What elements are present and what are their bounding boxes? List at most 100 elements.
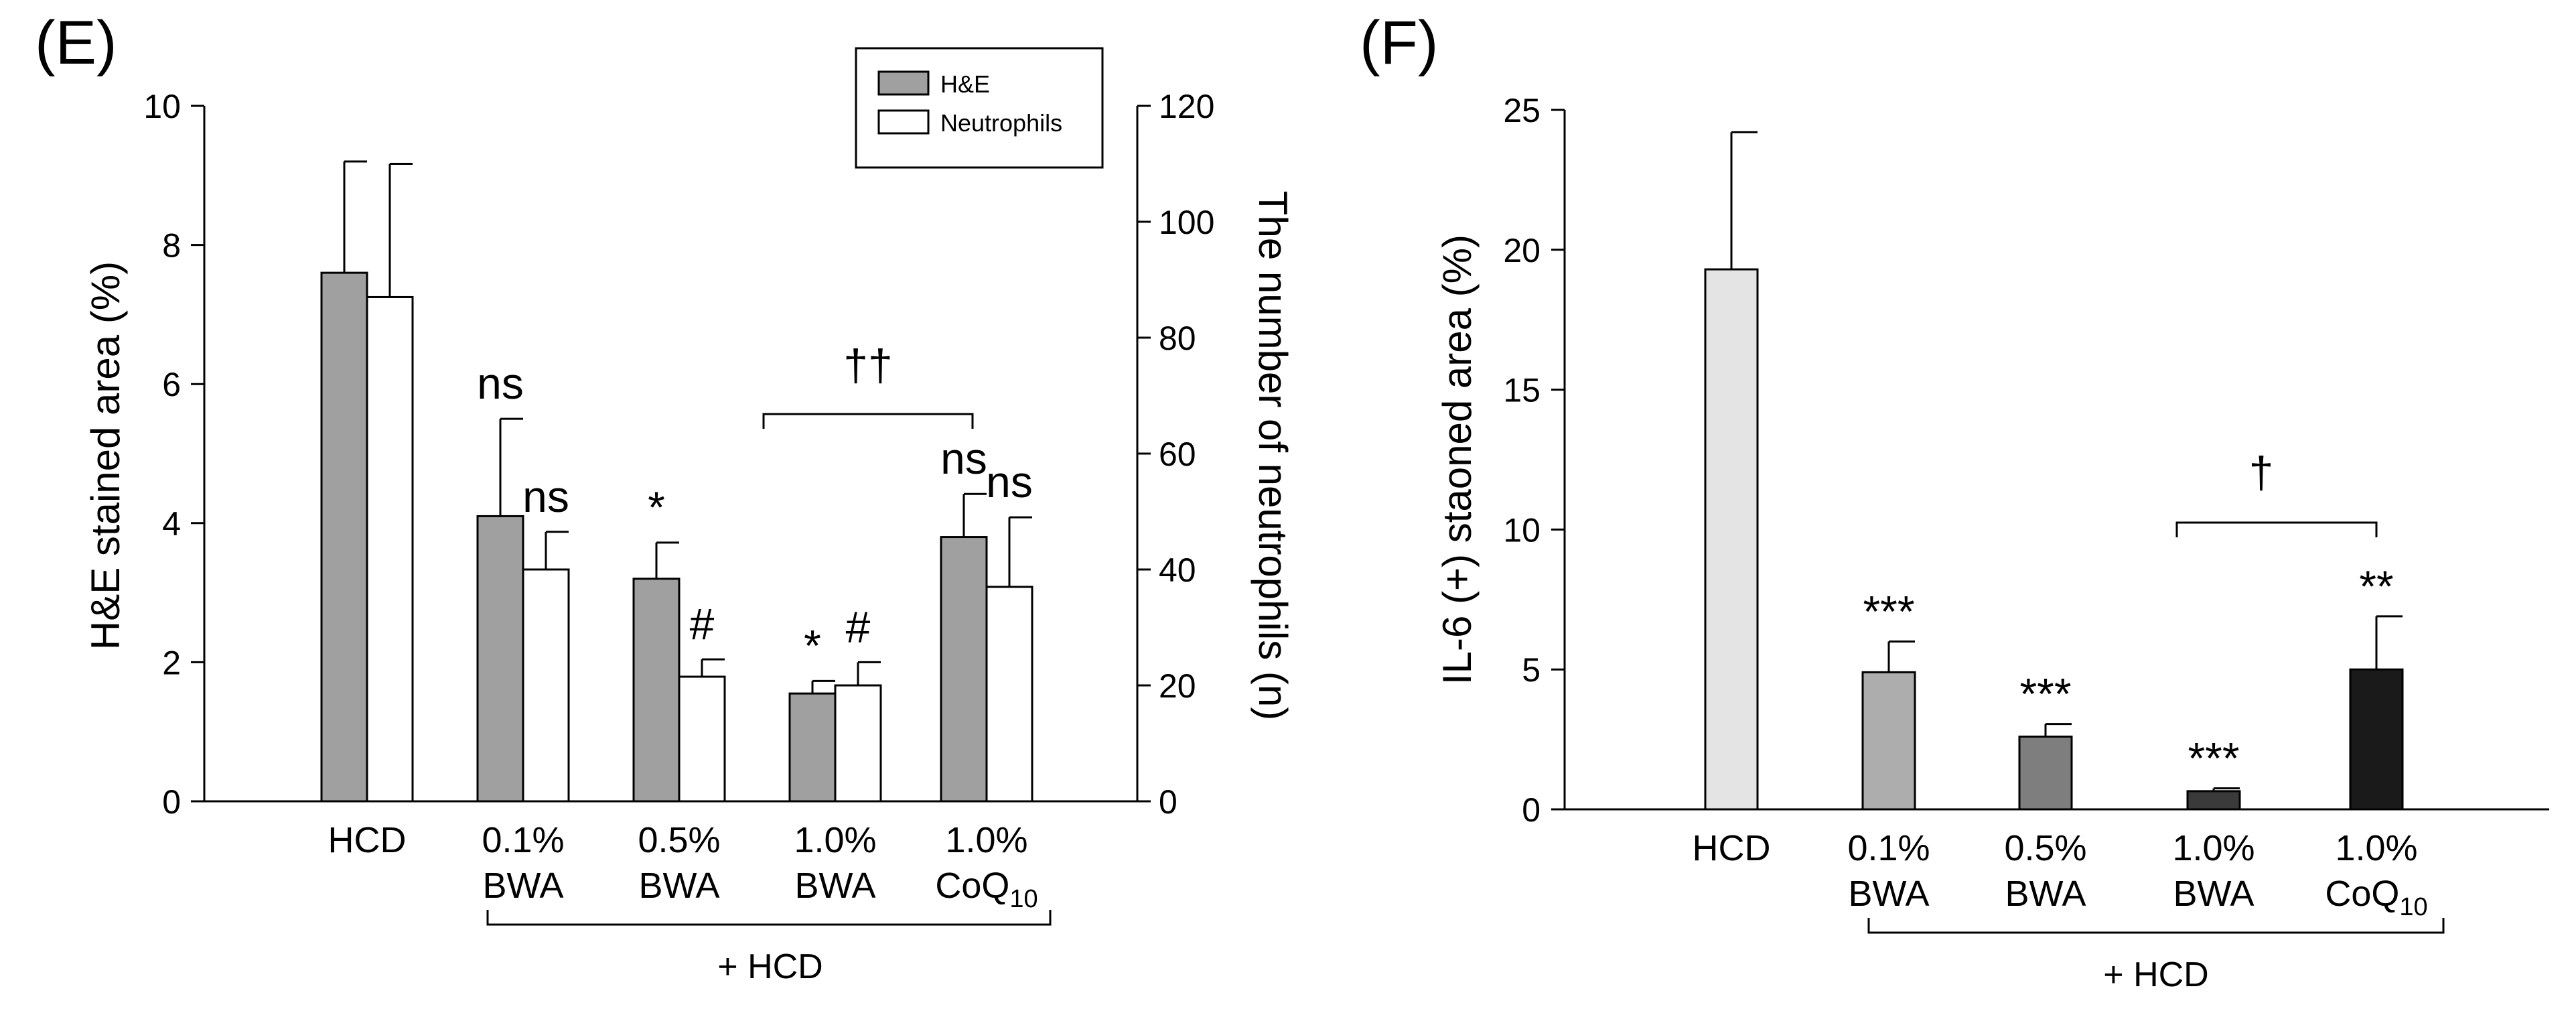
- e-category-line: 1.0%: [794, 820, 876, 860]
- e-legend-swatch-he: [877, 70, 930, 96]
- e-bar-neutrophils: [985, 586, 1033, 803]
- e-legend-swatch-neutrophils: [877, 109, 930, 135]
- f-category-line: 1.0%: [2172, 828, 2255, 868]
- e-y2-axis-label: The number of neutrophils (n): [1250, 191, 1295, 720]
- f-left-tick-label: 15: [1503, 372, 1541, 409]
- f-sig-bracket: [2175, 521, 2378, 537]
- e-category-line: HCD: [328, 820, 407, 860]
- e-category-label-3: 1.0% BWA: [794, 820, 876, 906]
- f-category-subscript: 10: [2399, 893, 2427, 921]
- f-category-line: 1.0%: [2335, 828, 2417, 868]
- f-category-line: BWA: [2173, 874, 2255, 914]
- e-significance-label: ns: [986, 457, 1033, 507]
- f-category-label-2: 0.5% BWA: [2004, 828, 2086, 914]
- f-category-line: BWA: [1849, 874, 1930, 914]
- e-significance-label: #: [846, 602, 871, 651]
- f-bar: [2186, 790, 2241, 811]
- f-left-ticks: 0 5 10 15 20 25: [1503, 92, 1565, 829]
- f-bar: [1861, 671, 1916, 811]
- e-right-tick-label: 100: [1159, 204, 1214, 241]
- f-category-label-4: 1.0% CoQ10: [2325, 828, 2427, 921]
- f-left-tick-label: 25: [1503, 92, 1541, 129]
- f-category-line: 0.1%: [1847, 828, 1930, 868]
- f-bar: [2018, 735, 2073, 811]
- e-left-tick-label: 10: [143, 88, 181, 125]
- f-group-bracket: [1867, 918, 2445, 934]
- e-bar-neutrophils: [834, 684, 882, 803]
- e-legend-label-neutrophils: Neutrophils: [940, 109, 1062, 137]
- panel-e: (E) 0 2 4 6 8 10 0 20 40 60 80 100 120 H&E stained …: [35, 9, 1295, 986]
- e-category-line: 1.0%: [945, 820, 1027, 860]
- e-legend-label-he: H&E: [940, 70, 990, 98]
- e-category-subscript: 10: [1009, 885, 1037, 913]
- f-sig-bracket-label: †: [2249, 448, 2274, 497]
- panel-f: (F) 0 5 10 15 20 25 IL-6 (+) staoned area (%)…: [1360, 9, 2549, 994]
- f-left-tick-label: 20: [1503, 232, 1541, 269]
- e-significance-label: #: [690, 599, 715, 649]
- e-bar-he: [632, 578, 681, 803]
- e-left-tick-label: 2: [162, 644, 181, 681]
- e-y-axis-label: H&E stained area (%): [83, 261, 128, 650]
- e-left-tick-label: 6: [162, 366, 181, 403]
- f-significance-label: ***: [2188, 734, 2239, 783]
- e-category-label-1: 0.1% BWA: [482, 820, 564, 906]
- e-left-tick-label: 4: [162, 505, 181, 543]
- e-sig-bracket: [762, 413, 974, 429]
- f-category-label-1: 0.1% BWA: [1847, 828, 1930, 914]
- e-significance-label: ns: [522, 472, 569, 521]
- e-category-line: 0.5%: [638, 820, 720, 860]
- e-right-tick-label: 60: [1159, 435, 1196, 473]
- e-category-line: BWA: [483, 866, 564, 906]
- e-category-label-0: HCD: [328, 820, 407, 860]
- f-left-tick-label: 5: [1522, 651, 1541, 689]
- e-significance-label: ns: [940, 433, 987, 483]
- f-bars: ***********: [1704, 131, 2404, 811]
- e-left-ticks: 0 2 4 6 8 10: [143, 88, 204, 821]
- e-significance-label: ns: [477, 358, 524, 408]
- e-legend-box: [855, 47, 1104, 169]
- e-left-tick-label: 0: [162, 783, 181, 821]
- f-significance-label: ***: [2019, 669, 2071, 719]
- f-y-axis-label: IL-6 (+) staoned area (%): [1435, 234, 1480, 685]
- f-category-line: BWA: [2005, 874, 2086, 914]
- e-right-tick-label: 0: [1159, 783, 1177, 821]
- e-sig-bracket-label: ††: [843, 340, 892, 390]
- e-legend: H&E Neutrophils: [855, 47, 1104, 169]
- e-right-ticks: 0 20 40 60 80 100 120: [1137, 88, 1214, 821]
- e-bar-neutrophils: [366, 295, 414, 803]
- e-category-line: CoQ: [935, 866, 1009, 906]
- panel-f-label: (F): [1360, 9, 1438, 77]
- f-category-line: CoQ: [2325, 874, 2399, 914]
- f-left-tick-label: 0: [1522, 791, 1541, 829]
- f-bar: [1704, 268, 1759, 811]
- e-category-label-4: 1.0% CoQ10: [935, 820, 1037, 913]
- e-right-tick-label: 40: [1159, 551, 1196, 589]
- e-category-line: 0.1%: [482, 820, 564, 860]
- panel-e-label: (E): [35, 9, 117, 77]
- e-right-tick-label: 120: [1159, 88, 1214, 125]
- e-bar-he: [788, 692, 837, 803]
- f-bar: [2349, 668, 2404, 811]
- e-bar-neutrophils: [678, 675, 726, 803]
- e-category-labels: HCD 0.1% BWA 0.5% BWA 1.0% BWA 1.0% CoQ10: [328, 820, 1038, 913]
- f-significance-label: ***: [1863, 586, 1914, 636]
- e-category-label-2: 0.5% BWA: [638, 820, 720, 906]
- e-left-tick-label: 8: [162, 227, 181, 265]
- e-category-line: BWA: [639, 866, 720, 906]
- f-category-label-0: HCD: [1693, 828, 1771, 868]
- f-category-labels: HCD 0.1% BWA 0.5% BWA 1.0% BWA 1.0% CoQ10: [1693, 828, 2428, 921]
- e-group-bracket: [486, 910, 1052, 926]
- e-right-tick-label: 20: [1159, 667, 1196, 705]
- f-group-label: + HCD: [2103, 955, 2208, 994]
- f-left-tick-label: 10: [1503, 511, 1541, 549]
- f-significance-label: **: [2359, 561, 2393, 611]
- e-significance-label: *: [804, 620, 821, 670]
- f-category-line: 0.5%: [2004, 828, 2086, 868]
- e-significance-label: *: [648, 482, 665, 532]
- e-right-tick-label: 80: [1159, 320, 1196, 357]
- f-category-label-3: 1.0% BWA: [2172, 828, 2255, 914]
- f-category-line: HCD: [1693, 828, 1771, 868]
- e-group-label: + HCD: [717, 947, 822, 986]
